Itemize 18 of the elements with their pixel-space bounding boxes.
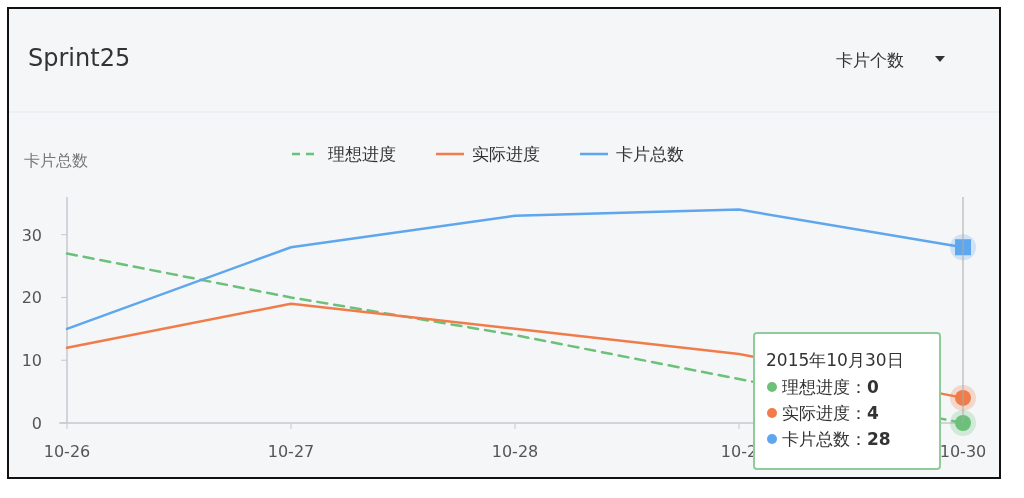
annotation: 理想进度：0 [782, 377, 879, 397]
y-axis-title: 卡片总数 [24, 151, 88, 170]
legend-label: 理想进度 [328, 144, 396, 164]
x-tick-label: 10-28 [491, 442, 539, 461]
legend-label: 实际进度 [472, 144, 540, 164]
y-tick-label: 30 [21, 225, 42, 245]
y-tick-label: 20 [21, 288, 42, 308]
x-tick-label: 10-27 [267, 442, 315, 461]
annotation: 实际进度：4 [782, 403, 879, 423]
x-tick-label: 10-30 [939, 442, 987, 461]
y-tick-label: 0 [31, 414, 42, 433]
x-tick-label: 10-26 [43, 442, 91, 461]
chart-title: Sprint25 [28, 44, 131, 72]
legend-label: 卡片总数 [616, 144, 684, 164]
annotation: 2015年10月30日 [766, 350, 904, 370]
y-tick-label: 10 [21, 351, 42, 371]
text: 卡片个数 [836, 50, 904, 70]
text: 卡片总数：28 [782, 429, 891, 449]
